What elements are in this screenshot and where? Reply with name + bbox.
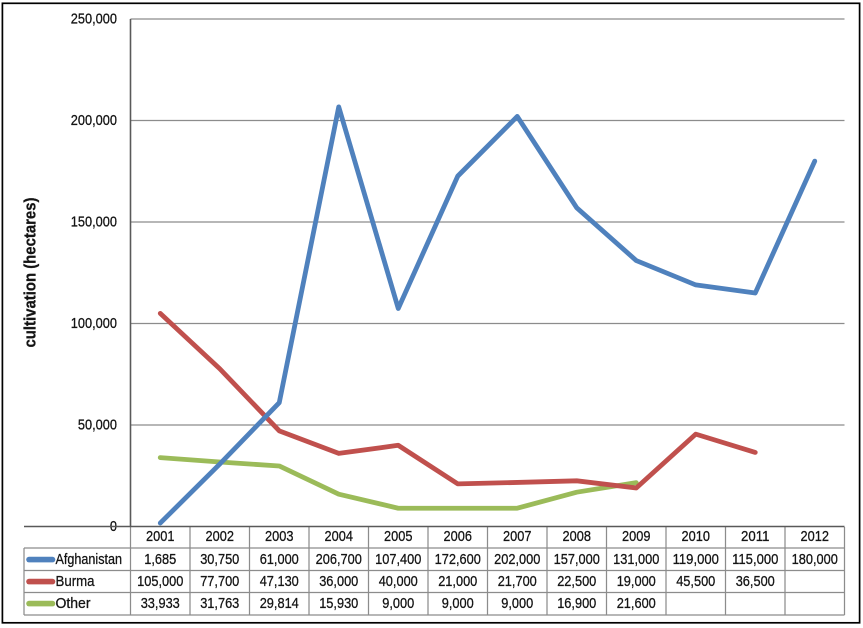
- svg-text:200,000: 200,000: [71, 112, 117, 129]
- svg-text:115,000: 115,000: [732, 551, 778, 568]
- svg-text:2008: 2008: [563, 528, 591, 545]
- svg-text:33,933: 33,933: [141, 595, 180, 612]
- svg-text:22,500: 22,500: [557, 573, 596, 590]
- svg-text:180,000: 180,000: [792, 551, 838, 568]
- svg-text:29,814: 29,814: [260, 595, 299, 612]
- svg-text:2004: 2004: [325, 528, 353, 545]
- svg-text:Burma: Burma: [56, 573, 96, 590]
- svg-text:30,750: 30,750: [200, 551, 239, 568]
- svg-text:21,000: 21,000: [438, 573, 477, 590]
- svg-text:1,685: 1,685: [144, 551, 176, 568]
- svg-text:2005: 2005: [384, 528, 412, 545]
- svg-text:2002: 2002: [206, 528, 234, 545]
- svg-text:100,000: 100,000: [71, 315, 117, 332]
- svg-text:119,000: 119,000: [673, 551, 719, 568]
- svg-text:2009: 2009: [622, 528, 650, 545]
- svg-text:40,000: 40,000: [379, 573, 418, 590]
- svg-text:Afghanistan: Afghanistan: [56, 551, 123, 568]
- svg-text:2001: 2001: [146, 528, 174, 545]
- svg-text:172,600: 172,600: [435, 551, 481, 568]
- svg-text:cultivation (hectares): cultivation (hectares): [20, 198, 39, 348]
- svg-text:16,900: 16,900: [557, 595, 596, 612]
- svg-text:47,130: 47,130: [260, 573, 299, 590]
- svg-text:45,500: 45,500: [676, 573, 715, 590]
- svg-text:77,700: 77,700: [200, 573, 239, 590]
- svg-text:61,000: 61,000: [260, 551, 299, 568]
- svg-text:2007: 2007: [503, 528, 531, 545]
- svg-text:2011: 2011: [741, 528, 769, 545]
- svg-text:9,000: 9,000: [501, 595, 533, 612]
- svg-text:15,930: 15,930: [319, 595, 358, 612]
- svg-text:250,000: 250,000: [71, 11, 117, 28]
- svg-text:202,000: 202,000: [494, 551, 540, 568]
- svg-text:9,000: 9,000: [382, 595, 414, 612]
- svg-text:2010: 2010: [682, 528, 710, 545]
- svg-text:2006: 2006: [444, 528, 472, 545]
- svg-text:36,500: 36,500: [736, 573, 775, 590]
- svg-text:19,000: 19,000: [617, 573, 656, 590]
- svg-text:36,000: 36,000: [319, 573, 358, 590]
- svg-text:2003: 2003: [265, 528, 293, 545]
- svg-text:107,400: 107,400: [375, 551, 421, 568]
- svg-text:105,000: 105,000: [137, 573, 183, 590]
- svg-text:157,000: 157,000: [554, 551, 600, 568]
- svg-text:31,763: 31,763: [200, 595, 239, 612]
- svg-text:21,600: 21,600: [617, 595, 656, 612]
- svg-text:2012: 2012: [801, 528, 829, 545]
- svg-text:50,000: 50,000: [78, 417, 117, 434]
- svg-text:9,000: 9,000: [442, 595, 474, 612]
- svg-text:21,700: 21,700: [498, 573, 537, 590]
- svg-text:206,700: 206,700: [316, 551, 362, 568]
- svg-text:131,000: 131,000: [613, 551, 659, 568]
- svg-text:150,000: 150,000: [71, 214, 117, 231]
- svg-text:Other: Other: [56, 595, 91, 612]
